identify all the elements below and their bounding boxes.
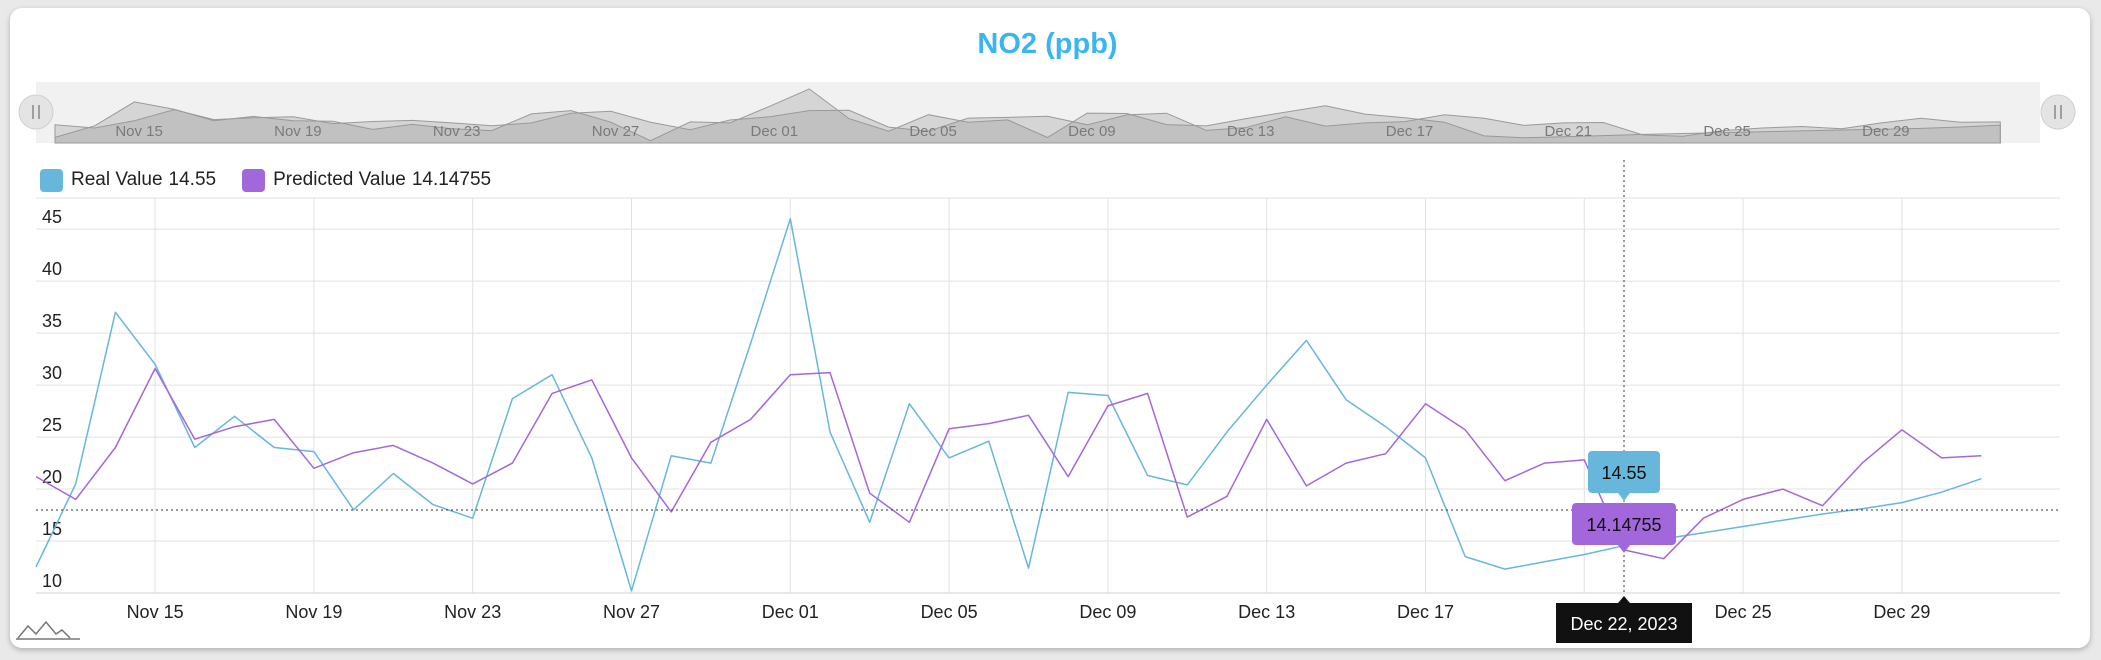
navigator-tick-label: Dec 21 xyxy=(1545,123,1593,140)
grip-circle xyxy=(18,94,54,130)
predicted-value-line xyxy=(35,367,1982,560)
navigator-tick-label: Dec 13 xyxy=(1227,123,1275,140)
navigator-tick-label: Dec 17 xyxy=(1386,123,1434,140)
y-tick-label: 45 xyxy=(42,207,62,227)
chart-title: NO2 (ppb) xyxy=(977,28,1118,60)
tooltip-predicted-label: 14.14755 xyxy=(1586,515,1661,535)
navigator-tick-label: Nov 27 xyxy=(592,123,640,140)
chart-grid xyxy=(36,197,2060,594)
line-chart-icon xyxy=(17,620,71,639)
y-tick-label: 15 xyxy=(42,519,62,539)
chart-legend: Real Value 14.55 Predicted Value 14.1475… xyxy=(40,168,517,192)
y-tick-label: 10 xyxy=(42,571,62,591)
y-tick-label: 35 xyxy=(42,311,62,331)
tooltip-real-value xyxy=(1588,451,1660,493)
legend-swatch-predicted xyxy=(242,168,266,192)
x-tick-label: Dec 17 xyxy=(1397,602,1454,622)
x-tick-label: Nov 15 xyxy=(127,602,184,622)
y-tick-label: 25 xyxy=(42,415,62,435)
navigator-predicted-area xyxy=(54,109,2001,144)
chart-series xyxy=(35,218,1982,592)
x-tick-label: Nov 19 xyxy=(285,602,342,622)
real-value-line xyxy=(35,218,1982,592)
navigator-tick-label: Dec 01 xyxy=(751,123,799,140)
navigator-real-area xyxy=(54,88,2001,144)
tooltip-predicted-pointer xyxy=(1618,545,1630,553)
legend-label-real: Real Value xyxy=(71,169,163,190)
tooltip-date xyxy=(1556,603,1692,643)
legend-item-real-value[interactable]: Real Value 14.55 xyxy=(40,168,217,192)
legend-swatch-real xyxy=(40,168,63,192)
x-tick-label: Dec 29 xyxy=(1873,602,1930,622)
x-tick-label: Dec 05 xyxy=(921,602,978,622)
navigator-scrollbar[interactable]: Nov 15 Nov 19 Nov 23 Nov 27 Dec 01 Dec 05 Dec … xyxy=(18,82,2076,144)
navigator-tick-label: Nov 15 xyxy=(115,123,163,140)
navigator-grip-right[interactable] xyxy=(2040,94,2076,130)
tooltip-real-pointer xyxy=(1618,493,1630,501)
navigator-tick-label: Dec 09 xyxy=(1068,123,1116,140)
x-tick-label: Dec 09 xyxy=(1079,602,1136,622)
y-tick-label: 40 xyxy=(42,259,62,279)
y-tick-label: 20 xyxy=(42,467,62,487)
chart-cursor: 14.55 14.14755 Dec 22, 2023 xyxy=(36,160,2060,643)
tooltip-predicted-value xyxy=(1572,503,1676,545)
chart-type-icon[interactable] xyxy=(16,620,80,640)
x-tick-label: Dec 13 xyxy=(1238,602,1295,622)
navigator-tick-label: Dec 05 xyxy=(909,123,957,140)
navigator-tick-label: Dec 29 xyxy=(1862,123,1910,140)
legend-item-predicted-value[interactable]: Predicted Value 14.14755 xyxy=(242,168,492,192)
x-tick-label: Nov 27 xyxy=(603,602,660,622)
legend-value-predicted: 14.14755 xyxy=(411,169,492,190)
tooltip-real-label: 14.55 xyxy=(1601,463,1646,483)
legend-value-real: 14.55 xyxy=(168,169,217,190)
x-tick-label: Dec 25 xyxy=(1715,602,1772,622)
x-tick-label: Nov 23 xyxy=(444,602,501,622)
navigator-tick-label: Nov 19 xyxy=(274,123,322,140)
chart-axes: 10 15 20 25 30 35 40 45 Nov 15 Nov 19 Nov 23 Nov 27… xyxy=(36,207,2060,622)
tooltip-date-label: Dec 22, 2023 xyxy=(1570,614,1677,634)
legend-label-predicted: Predicted Value xyxy=(273,169,406,190)
x-tick-label: Dec 01 xyxy=(762,602,819,622)
navigator-grip-left[interactable] xyxy=(18,94,54,130)
navigator-tick-label: Nov 23 xyxy=(433,123,481,140)
navigator-tick-label: Dec 25 xyxy=(1703,123,1751,140)
tooltip-date-pointer xyxy=(1618,596,1630,603)
y-tick-label: 30 xyxy=(42,363,62,383)
grip-circle xyxy=(2040,94,2076,130)
